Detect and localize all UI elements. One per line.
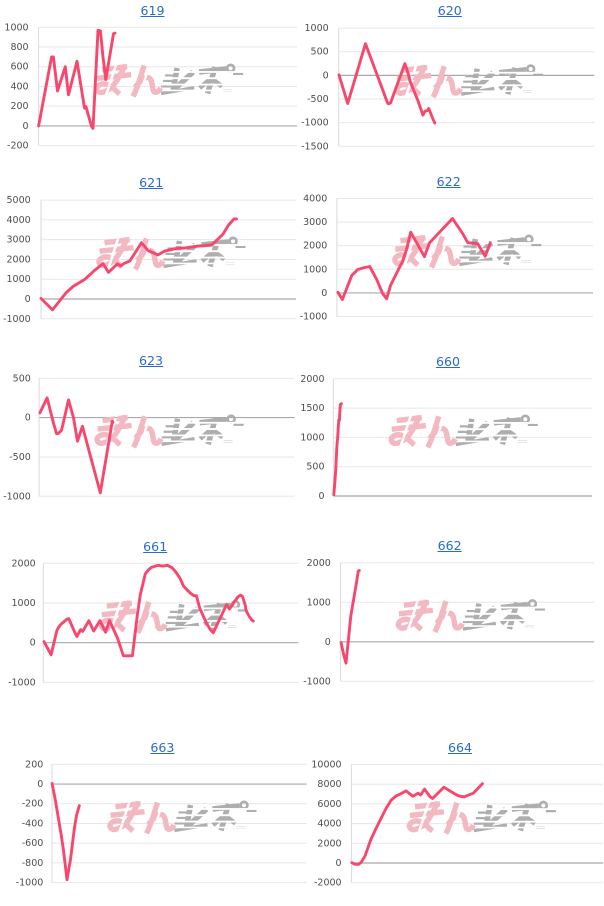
chart-title-link-664[interactable]: 664 xyxy=(447,739,473,755)
y-tick-label: -1500 xyxy=(301,141,329,152)
y-tick-label: -1000 xyxy=(301,118,329,129)
data-line-619 xyxy=(37,29,117,130)
data-line-661 xyxy=(42,563,255,658)
y-tick-label: -200 xyxy=(7,141,29,152)
y-tick-label: 2000 xyxy=(307,558,331,569)
y-tick-label: 1000 xyxy=(300,432,324,443)
data-line-623 xyxy=(38,396,115,495)
y-tick-label: -1000 xyxy=(3,314,31,325)
y-tick-label: 1000 xyxy=(4,22,28,33)
y-tick-label: 400 xyxy=(10,81,28,92)
y-tick-label: 2000 xyxy=(12,558,36,569)
chart-title-link-621[interactable]: 621 xyxy=(139,175,164,191)
y-tick-label: 0 xyxy=(325,637,331,648)
chart-title-link-620[interactable]: 620 xyxy=(437,3,462,19)
y-tick-label: 0 xyxy=(323,70,329,81)
y-tick-label: 1500 xyxy=(300,403,324,414)
data-line-664 xyxy=(350,782,484,866)
y-tick-label: -1000 xyxy=(3,491,31,502)
y-tick-label: 0 xyxy=(336,858,342,869)
y-tick-label: 2000 xyxy=(7,254,31,265)
y-tick-label: 2000 xyxy=(303,241,327,252)
y-tick-label: 4000 xyxy=(303,194,327,205)
y-tick-label: 4000 xyxy=(317,819,341,830)
y-tick-label: -200 xyxy=(22,799,44,810)
y-tick-label: -1000 xyxy=(8,677,36,688)
chart-title-link-662[interactable]: 662 xyxy=(437,538,462,553)
data-line-621 xyxy=(39,217,238,312)
chart-title-link-660[interactable]: 660 xyxy=(435,354,461,369)
y-tick-label: -800 xyxy=(22,858,44,869)
chart-title-link-619[interactable]: 619 xyxy=(140,2,165,18)
y-tick-label: -1000 xyxy=(303,676,331,687)
y-tick-label: 2000 xyxy=(300,374,324,385)
data-line-622 xyxy=(336,217,492,301)
y-tick-label: 500 xyxy=(311,47,329,58)
y-tick-label: 800 xyxy=(10,42,28,53)
y-tick-label: -600 xyxy=(22,838,44,849)
y-tick-label: 1000 xyxy=(12,598,36,609)
data-line-660 xyxy=(332,402,343,497)
y-tick-label: -500 xyxy=(307,94,329,105)
y-tick-label: 1000 xyxy=(305,23,329,34)
y-tick-label: 0 xyxy=(37,779,43,790)
y-tick-label: 600 xyxy=(10,62,28,73)
y-tick-label: 0 xyxy=(30,638,36,649)
data-line-662 xyxy=(339,569,361,665)
y-tick-label: -1000 xyxy=(16,878,44,889)
y-tick-label: 8000 xyxy=(317,779,341,790)
minrepo-watermark-icon xyxy=(409,802,556,834)
y-tick-label: -500 xyxy=(9,452,31,463)
y-tick-label: 2000 xyxy=(317,838,341,849)
y-tick-label: -2000 xyxy=(314,878,342,889)
y-tick-label: 3000 xyxy=(7,235,31,246)
y-tick-label: 3000 xyxy=(303,217,327,228)
y-tick-label: 0 xyxy=(321,288,327,299)
y-tick-label: 500 xyxy=(306,462,324,473)
y-tick-label: 6000 xyxy=(317,799,341,810)
y-tick-label: 0 xyxy=(25,294,31,305)
y-tick-label: 200 xyxy=(10,101,28,112)
y-tick-label: -400 xyxy=(22,818,44,829)
y-tick-label: 5000 xyxy=(7,195,31,206)
chart-title-link-663[interactable]: 663 xyxy=(150,739,175,755)
y-tick-label: -1000 xyxy=(300,312,328,323)
y-tick-label: 1000 xyxy=(7,274,31,285)
y-tick-label: 1000 xyxy=(307,597,331,608)
y-tick-label: 200 xyxy=(25,759,43,770)
chart-title-link-661[interactable]: 661 xyxy=(143,538,168,554)
chart-title-link-623[interactable]: 623 xyxy=(138,353,164,369)
y-tick-label: 0 xyxy=(318,491,324,502)
y-tick-label: 10000 xyxy=(311,760,341,771)
y-tick-label: 1000 xyxy=(303,264,327,275)
y-tick-label: 4000 xyxy=(7,215,31,226)
y-tick-label: 500 xyxy=(13,373,31,384)
data-line-663 xyxy=(50,782,81,882)
y-tick-label: 0 xyxy=(23,121,29,132)
data-line-620 xyxy=(337,42,437,125)
y-tick-label: 0 xyxy=(25,413,31,424)
chart-title-link-622[interactable]: 622 xyxy=(436,173,461,189)
